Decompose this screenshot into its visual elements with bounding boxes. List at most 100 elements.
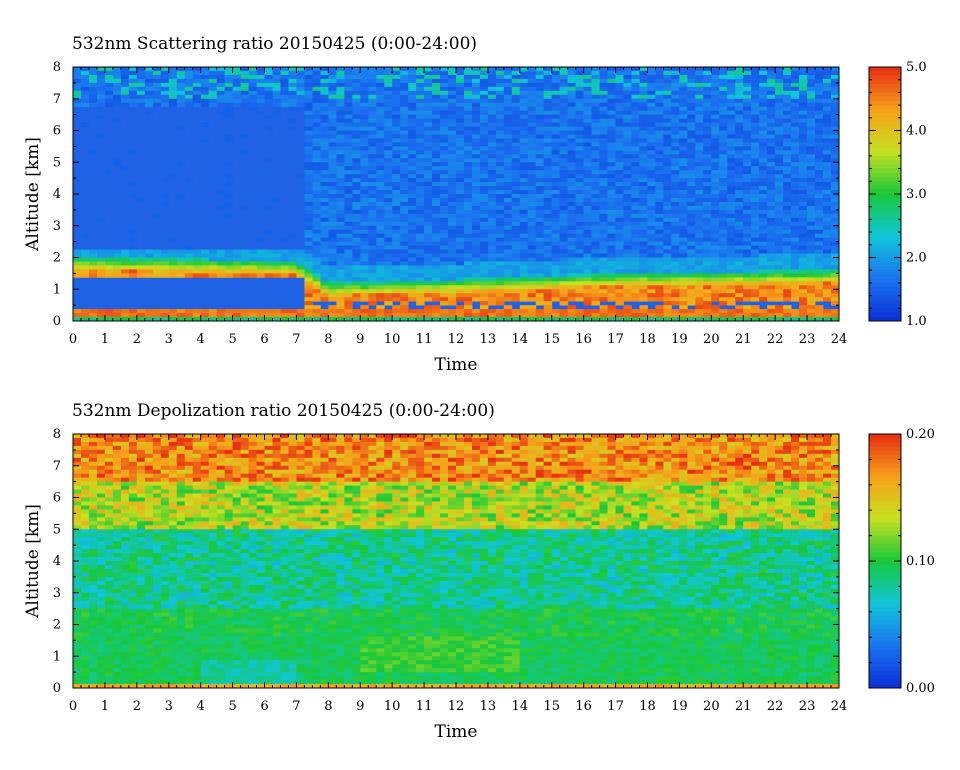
heat-cell <box>272 249 281 254</box>
heat-cell <box>463 78 473 84</box>
heat-cell <box>775 94 784 100</box>
heat-cell <box>376 190 385 195</box>
heat-cell <box>376 289 385 294</box>
heat-cell <box>823 213 832 219</box>
heat-cell <box>288 269 297 274</box>
heat-cell <box>679 118 688 123</box>
heat-cell <box>360 102 369 108</box>
heat-cell <box>328 118 337 123</box>
heat-cell <box>432 261 441 266</box>
heat-cell <box>575 98 585 104</box>
heat-cell <box>456 197 465 203</box>
heat-cell <box>360 281 369 286</box>
heat-cell <box>719 182 728 187</box>
heat-cell <box>424 201 433 207</box>
heat-cell <box>815 138 824 143</box>
heat-cell <box>687 78 696 84</box>
heat-cell <box>456 313 465 318</box>
heat-cell <box>687 229 696 235</box>
heat-cell <box>408 94 417 100</box>
heat-cell <box>336 158 345 163</box>
heat-cell <box>575 102 585 108</box>
x-tick-label: 5 <box>228 332 236 347</box>
heat-cell <box>623 261 632 266</box>
heat-cell <box>711 98 720 104</box>
heat-cell <box>535 110 545 116</box>
heat-cell <box>344 293 353 298</box>
heat-cell <box>424 273 433 278</box>
heat-cell <box>711 293 720 298</box>
heat-cell <box>591 90 601 96</box>
heat-cell <box>687 166 696 171</box>
heat-cell <box>735 317 744 322</box>
heat-cell <box>567 190 577 195</box>
heat-cell <box>376 293 385 298</box>
heat-cell <box>751 178 760 183</box>
heat-cell <box>424 94 433 100</box>
heat-cell <box>440 221 449 227</box>
heat-cell <box>791 237 800 243</box>
heat-cell <box>703 281 712 286</box>
heat-cell <box>471 142 481 147</box>
heat-cell <box>511 146 521 151</box>
heat-cell <box>288 118 297 123</box>
heat-cell <box>647 178 656 183</box>
heat-cell <box>463 265 473 270</box>
heat-cell <box>368 170 377 175</box>
heat-cell <box>136 90 146 96</box>
heat-cell <box>224 317 233 322</box>
heat-cell <box>695 225 704 231</box>
heat-cell <box>831 186 840 191</box>
heat-cell <box>631 130 640 135</box>
heat-cell <box>727 229 736 235</box>
heat-cell <box>807 261 816 266</box>
heat-cell <box>104 78 114 84</box>
heat-cell <box>280 74 289 80</box>
heat-cell <box>559 134 569 139</box>
heat-cell <box>831 170 840 175</box>
heat-cell <box>352 158 361 163</box>
heat-cell <box>719 221 728 227</box>
heat-cell <box>248 86 257 92</box>
heat-cell <box>655 142 664 147</box>
heat-cell <box>639 190 648 195</box>
heat-cell <box>735 146 744 151</box>
x-tick-label: 8 <box>324 332 332 347</box>
heat-cell <box>224 94 233 100</box>
heat-cell <box>631 261 640 266</box>
heat-cell <box>360 186 369 191</box>
heat-cell <box>647 233 656 239</box>
heat-cell <box>408 273 417 278</box>
heat-cell <box>448 74 457 80</box>
heat-cell <box>136 67 146 72</box>
heat-cell <box>743 142 752 147</box>
heat-cell <box>663 253 672 258</box>
heat-cell <box>352 221 361 227</box>
heat-cell <box>104 90 114 96</box>
heat-cell <box>711 297 720 302</box>
heat-cell <box>360 317 369 322</box>
heat-cell <box>416 86 425 92</box>
heat-cell <box>479 297 489 302</box>
heat-cell <box>551 134 561 139</box>
heat-cell <box>767 285 776 290</box>
heat-cell <box>783 241 792 246</box>
heat-cell <box>112 86 122 92</box>
heat-cell <box>647 289 656 294</box>
heat-cell <box>751 170 760 175</box>
heat-cell <box>591 158 601 163</box>
heat-cell <box>703 213 712 219</box>
heat-cell <box>495 94 505 100</box>
heat-cell <box>208 90 218 96</box>
heat-cell <box>535 166 545 171</box>
heat-cell <box>599 297 609 302</box>
heat-cell <box>360 194 369 199</box>
heat-cell <box>543 67 553 72</box>
heat-cell <box>344 170 353 175</box>
heat-cell <box>751 261 760 266</box>
heat-cell <box>567 174 577 179</box>
heat-cell <box>312 289 321 294</box>
heat-cell <box>384 273 393 278</box>
heat-cell <box>471 106 481 112</box>
heat-cell <box>519 194 529 199</box>
